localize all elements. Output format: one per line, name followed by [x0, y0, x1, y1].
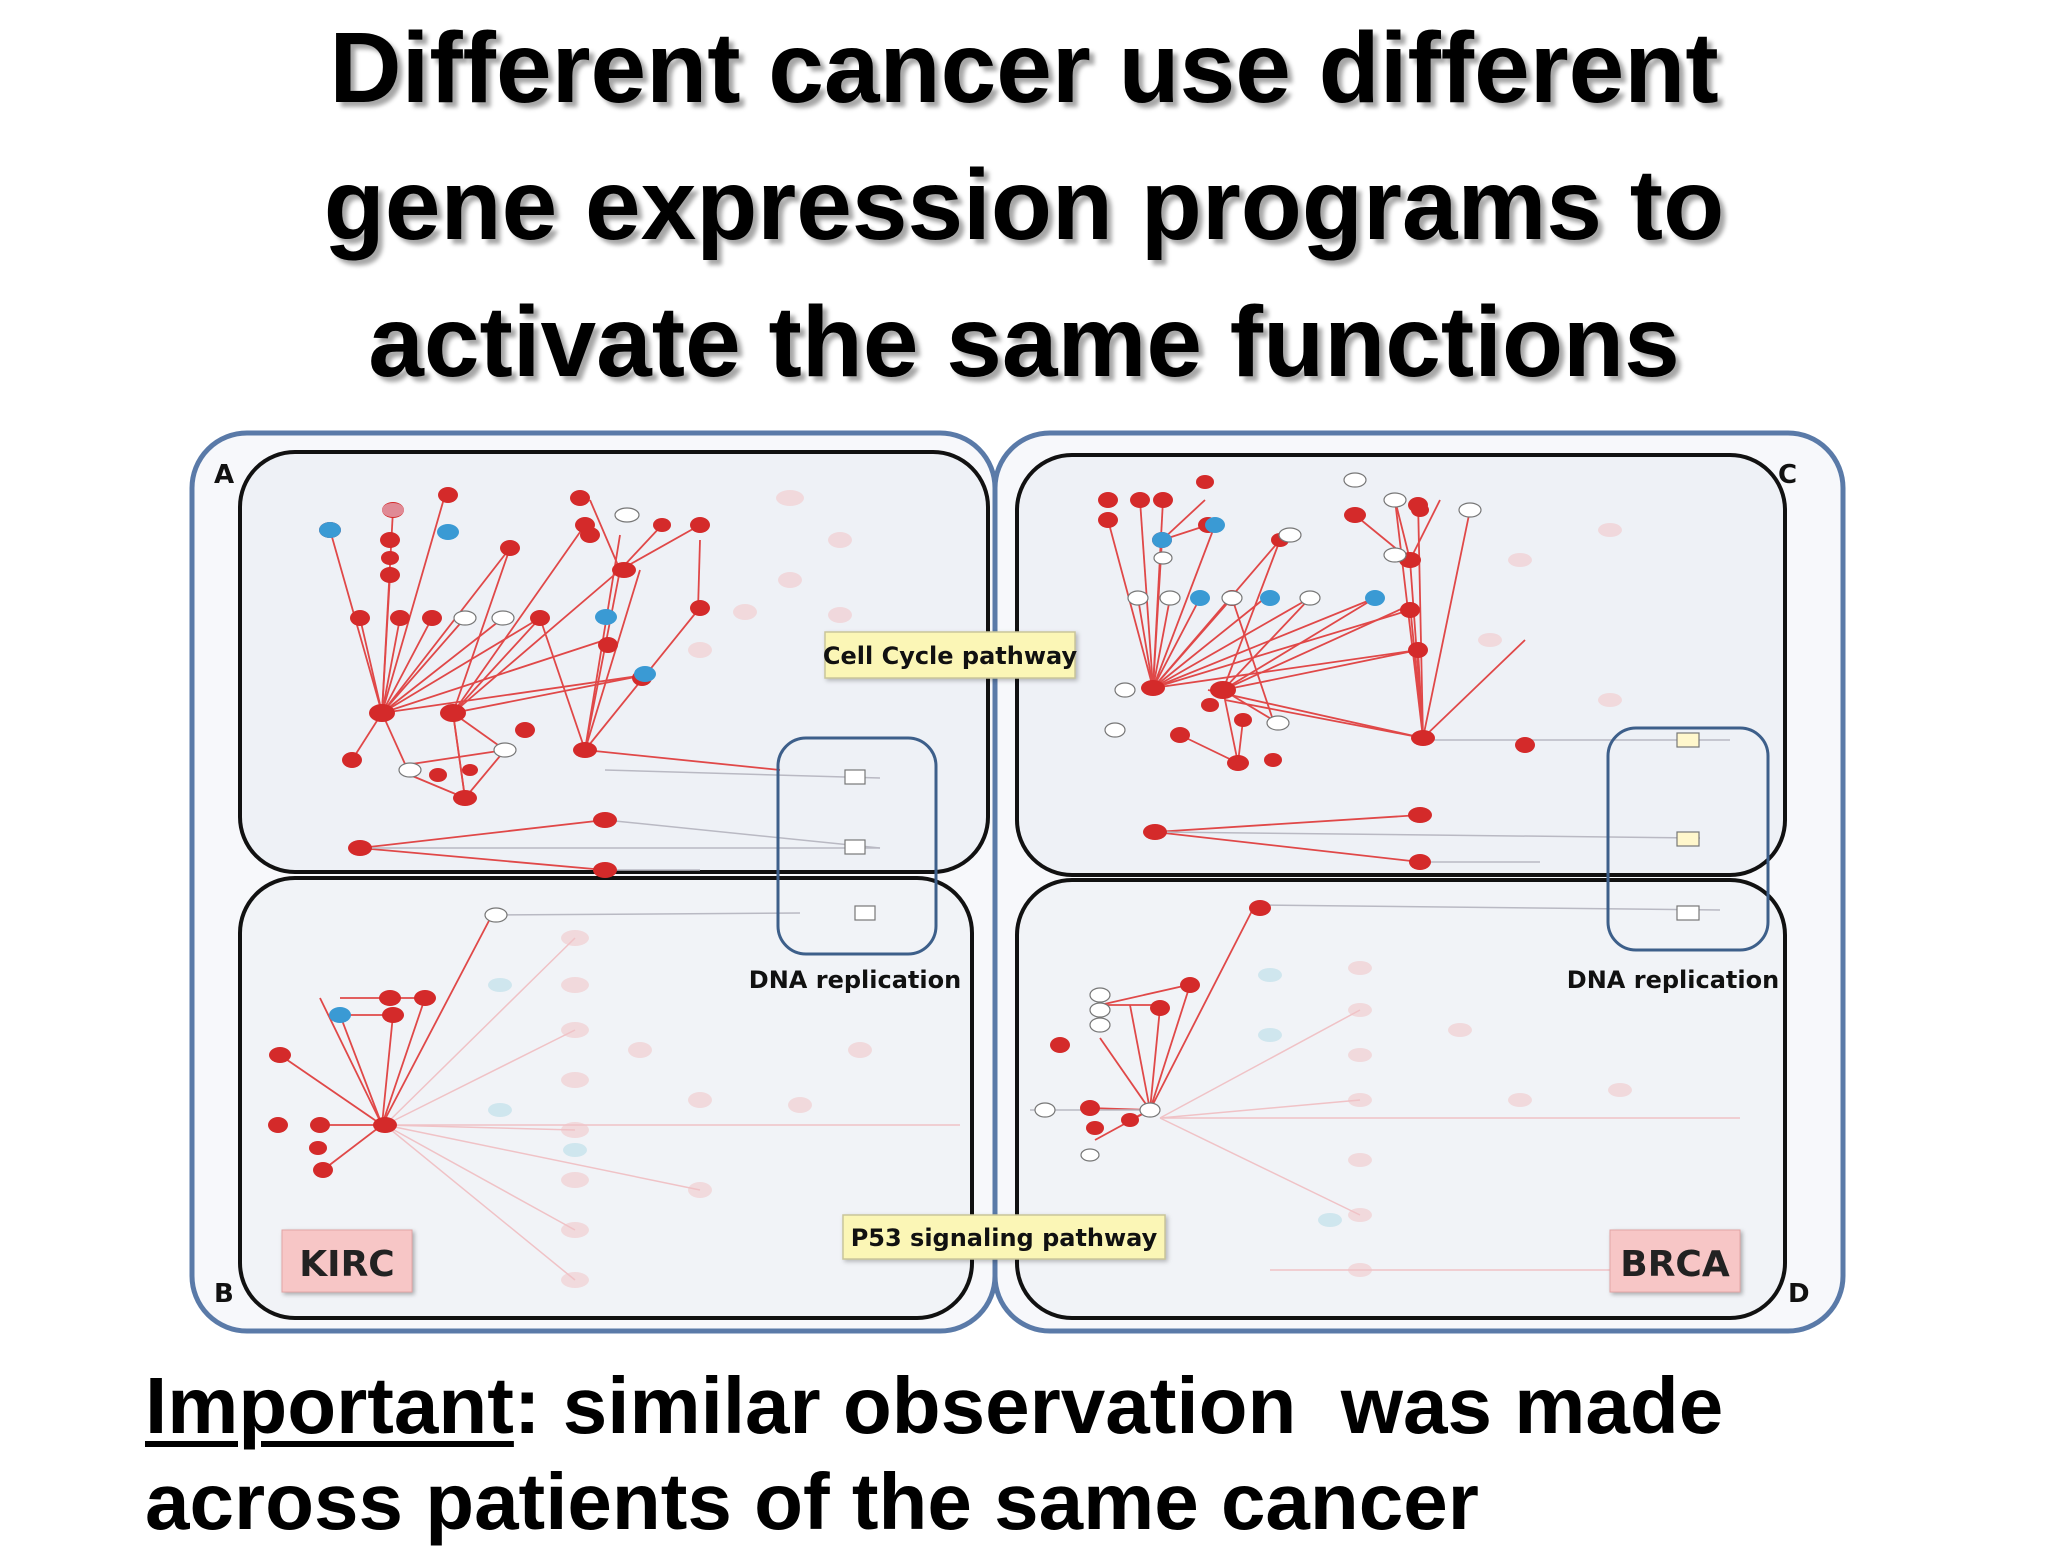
dna-replication-label-right: DNA replication	[1567, 966, 1779, 994]
brca-tag-label: BRCA	[1620, 1244, 1730, 1285]
brca-white-nodes	[1034, 472, 1700, 1162]
p53-callout-label: P53 signaling pathway	[851, 1224, 1158, 1252]
panel-letter-b: B	[214, 1279, 234, 1309]
brca-tag-box	[1609, 1229, 1741, 1293]
p53-callout-box	[842, 1214, 1166, 1260]
kirc-down-nodes	[319, 522, 656, 1023]
faded-network-blue	[488, 968, 1342, 1227]
dna-replication-box-left	[776, 736, 938, 956]
note-line-1-rest: : similar observation was made	[513, 1361, 1724, 1450]
kirc-edges-gray	[360, 769, 881, 916]
panel-letter-a: A	[214, 460, 234, 490]
kirc-mid-nodes	[382, 503, 404, 517]
important-note: Important: similar observation was made …	[145, 1358, 2005, 1550]
kirc-white-nodes	[398, 507, 876, 923]
title-line-2: gene expression programs to	[323, 149, 1725, 261]
title-line-3: activate the same functions	[368, 286, 1680, 398]
panel-d	[1015, 878, 1787, 1320]
panel-letter-d: D	[1788, 1279, 1810, 1309]
kirc-up-nodes	[268, 487, 710, 1178]
panel-b	[238, 876, 974, 1320]
dna-replication-box-right	[1606, 726, 1770, 952]
note-line-2: across patients of the same cancer	[145, 1457, 1479, 1546]
panel-c	[1015, 453, 1787, 877]
cell-cycle-callout-box	[824, 631, 1076, 679]
panel-letter-c: C	[1778, 460, 1797, 490]
kirc-tag-label: KIRC	[299, 1244, 394, 1285]
kirc-edges	[279, 494, 781, 1171]
faded-edges	[384, 937, 1740, 1281]
brca-down-nodes	[1152, 517, 1385, 606]
important-keyword: Important	[145, 1361, 514, 1450]
dna-replication-label-left: DNA replication	[749, 966, 961, 994]
brca-edges	[1089, 499, 1526, 1141]
cell-cycle-callout-label: Cell Cycle pathway	[823, 642, 1078, 670]
slide-title: Different cancer use different gene expr…	[0, 0, 2048, 411]
title-line-1: Different cancer use different	[329, 12, 1719, 124]
kirc-tag-box	[281, 1229, 413, 1293]
